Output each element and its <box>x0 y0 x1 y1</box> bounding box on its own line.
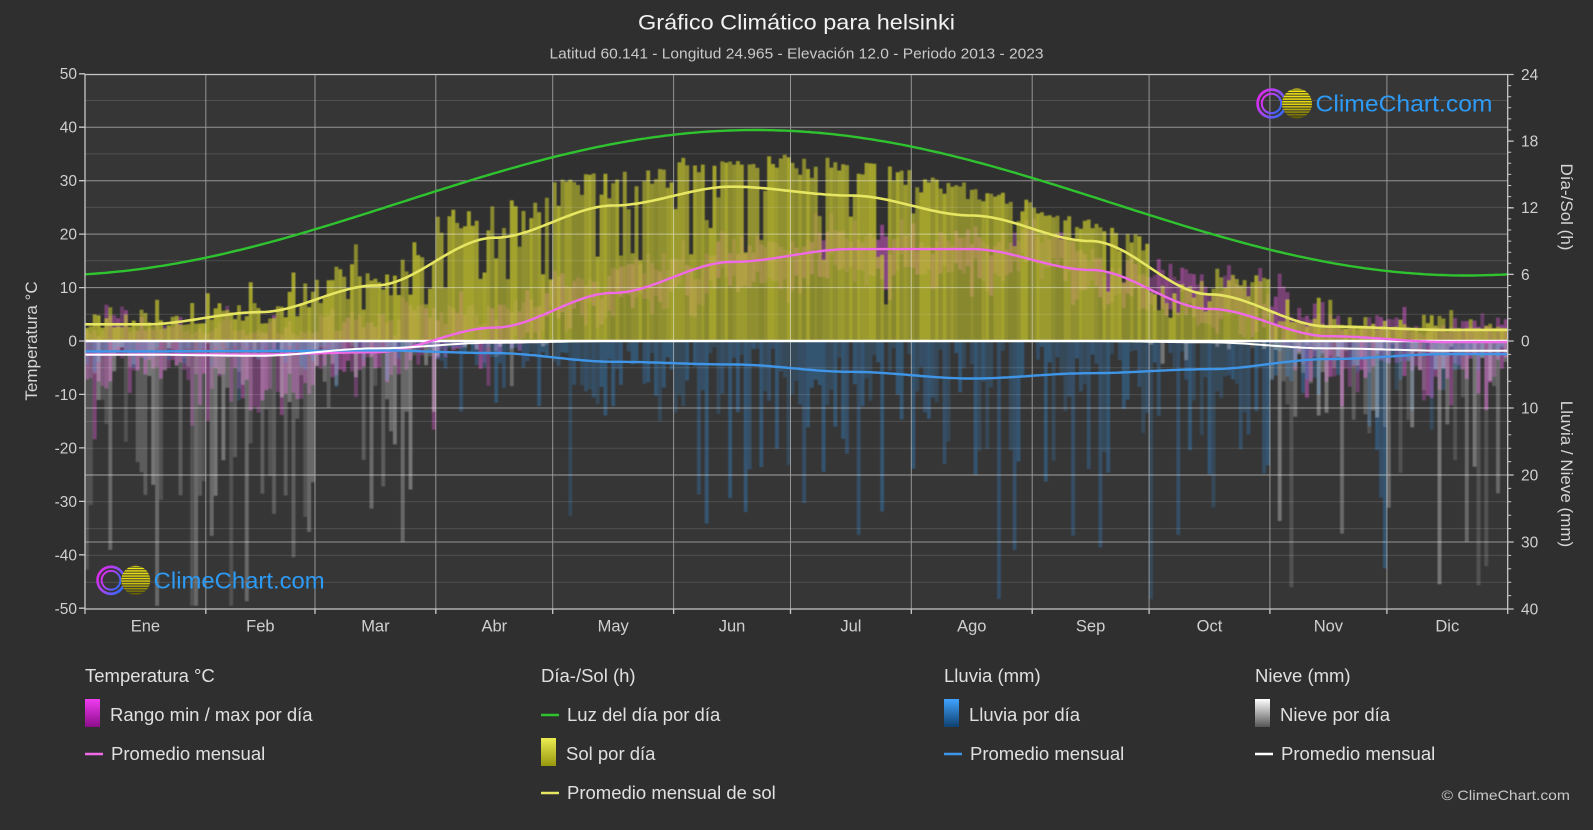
svg-text:Nieve por día: Nieve por día <box>1280 704 1391 725</box>
svg-text:-10: -10 <box>55 387 78 404</box>
svg-text:Oct: Oct <box>1197 618 1223 636</box>
svg-text:Sol por día: Sol por día <box>566 743 656 764</box>
svg-text:Lluvia / Nieve (mm): Lluvia / Nieve (mm) <box>1557 401 1576 547</box>
svg-text:Feb: Feb <box>246 618 274 636</box>
svg-text:Nov: Nov <box>1314 618 1344 636</box>
svg-text:40: 40 <box>1521 602 1539 619</box>
svg-text:40: 40 <box>60 120 78 137</box>
svg-text:Sep: Sep <box>1076 618 1105 636</box>
svg-text:Luz del día por día: Luz del día por día <box>567 704 721 725</box>
svg-text:Promedio mensual: Promedio mensual <box>970 743 1124 764</box>
svg-text:© ClimeChart.com: © ClimeChart.com <box>1442 787 1571 803</box>
svg-text:Dic: Dic <box>1435 618 1459 636</box>
svg-text:6: 6 <box>1521 267 1530 284</box>
svg-text:Promedio mensual: Promedio mensual <box>111 743 265 764</box>
svg-text:Abr: Abr <box>481 618 507 636</box>
svg-text:30: 30 <box>1521 535 1539 552</box>
svg-text:20: 20 <box>60 227 78 244</box>
svg-text:Temperatura °C: Temperatura °C <box>85 665 215 686</box>
svg-text:May: May <box>598 618 630 636</box>
svg-text:ClimeChart.com: ClimeChart.com <box>154 567 325 593</box>
svg-text:0: 0 <box>68 334 77 351</box>
svg-text:Ago: Ago <box>957 618 986 636</box>
svg-text:ClimeChart.com: ClimeChart.com <box>1316 91 1493 117</box>
svg-text:Día-/Sol (h): Día-/Sol (h) <box>541 665 636 686</box>
svg-text:Jun: Jun <box>719 618 746 636</box>
svg-text:Jul: Jul <box>840 618 861 636</box>
svg-text:Rango min / max por día: Rango min / max por día <box>110 704 313 725</box>
svg-text:12: 12 <box>1521 200 1538 217</box>
svg-text:-20: -20 <box>55 440 78 457</box>
svg-text:Nieve (mm): Nieve (mm) <box>1255 665 1351 686</box>
svg-text:18: 18 <box>1521 134 1538 151</box>
svg-text:Lluvia por día: Lluvia por día <box>969 704 1081 725</box>
svg-text:10: 10 <box>1521 401 1539 418</box>
svg-text:Promedio mensual: Promedio mensual <box>1281 743 1435 764</box>
svg-text:10: 10 <box>60 280 78 297</box>
svg-text:50: 50 <box>60 66 78 83</box>
svg-text:-50: -50 <box>55 601 78 618</box>
svg-text:-40: -40 <box>55 547 78 564</box>
svg-text:Promedio mensual de sol: Promedio mensual de sol <box>567 782 776 803</box>
svg-text:20: 20 <box>1521 468 1539 485</box>
svg-text:-30: -30 <box>55 494 78 511</box>
svg-text:Latitud 60.141 - Longitud 24.9: Latitud 60.141 - Longitud 24.965 - Eleva… <box>550 46 1044 63</box>
svg-text:24: 24 <box>1521 67 1539 84</box>
svg-text:Lluvia (mm): Lluvia (mm) <box>944 665 1041 686</box>
svg-text:30: 30 <box>60 173 78 190</box>
svg-text:Temperatura °C: Temperatura °C <box>22 281 41 400</box>
svg-text:Día-/Sol (h): Día-/Sol (h) <box>1557 164 1576 251</box>
svg-text:Mar: Mar <box>361 618 390 636</box>
svg-text:Gráfico Climático para helsink: Gráfico Climático para helsinki <box>638 11 955 35</box>
svg-text:0: 0 <box>1521 334 1530 351</box>
svg-text:Ene: Ene <box>131 618 160 636</box>
